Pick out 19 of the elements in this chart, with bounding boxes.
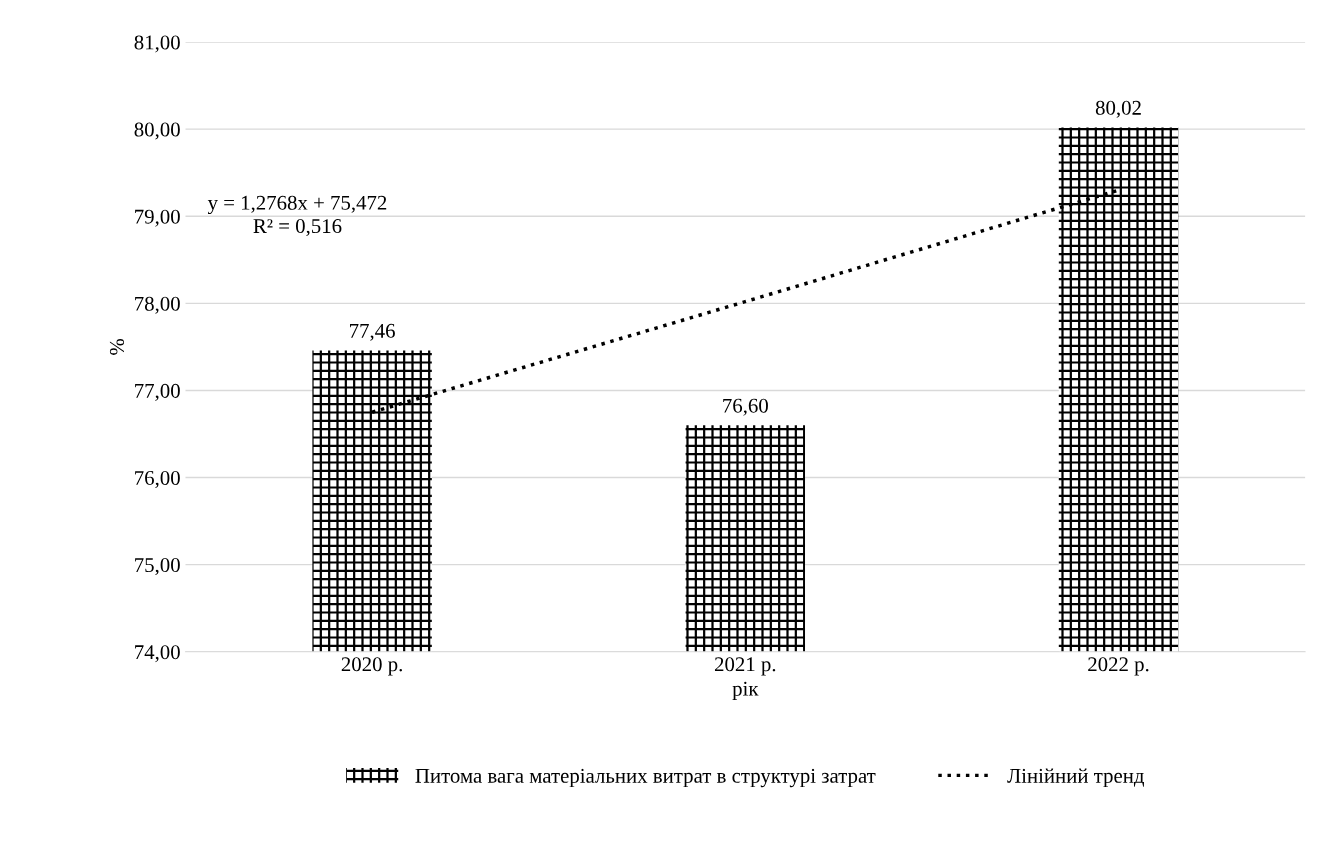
y-axis-title: % bbox=[109, 338, 125, 355]
data-label: 80,02 bbox=[1095, 100, 1141, 118]
y-tick-label: 81,00 bbox=[134, 35, 180, 53]
y-tick-label: 75,00 bbox=[135, 558, 180, 576]
x-tick-label: 2021 р. bbox=[714, 657, 776, 676]
legend-label: Питома вага матеріальних витрат в структурі затрат bbox=[415, 768, 876, 788]
legend-label: Лінійний тренд bbox=[1007, 768, 1145, 788]
y-tick-label: 76,00 bbox=[135, 470, 180, 488]
y-tick-label: 77,00 bbox=[135, 383, 180, 401]
y-tick-label: 78,00 bbox=[135, 296, 180, 314]
x-tick-label: 2020 р. bbox=[341, 657, 402, 676]
annotation: y = 1,2768x + 75,472 R² = 0,516 bbox=[207, 195, 387, 237]
y-tick-label: 79,00 bbox=[135, 209, 180, 227]
data-label: 76,60 bbox=[723, 398, 768, 416]
x-axis-title: рік bbox=[732, 681, 759, 700]
x-tick-label: 2022 р. bbox=[1088, 657, 1149, 676]
data-label: 77,46 bbox=[350, 323, 395, 341]
y-tick-label: 80,00 bbox=[134, 122, 180, 140]
y-tick-label: 74,00 bbox=[135, 645, 180, 663]
